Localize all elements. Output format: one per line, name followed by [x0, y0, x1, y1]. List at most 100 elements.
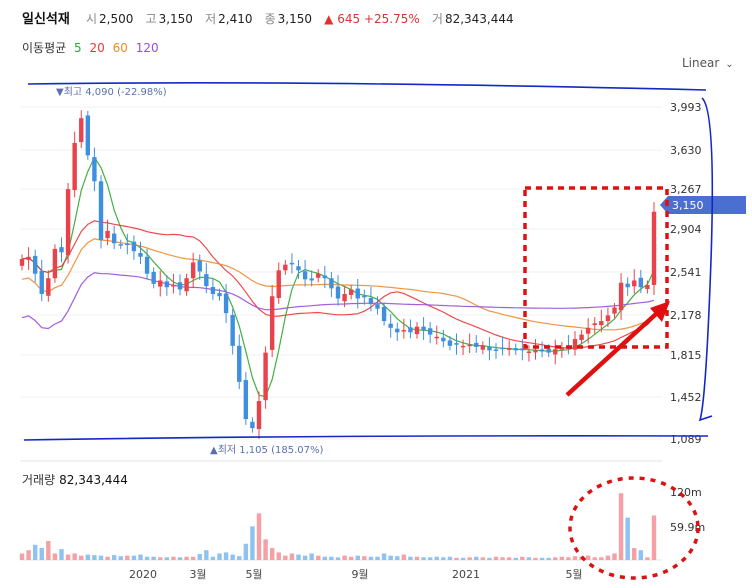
volume-bar [19, 553, 25, 560]
candle-body [269, 296, 275, 350]
volume-bar [243, 543, 249, 560]
volume-bar [204, 550, 209, 560]
volume-bar [329, 556, 334, 560]
high-label: 고 [145, 12, 157, 26]
candle-body [513, 348, 518, 351]
time-tick-label: 9월 [351, 568, 368, 581]
volume-bar [302, 555, 308, 560]
time-tick-label: 5월 [245, 568, 262, 581]
candle-body [217, 293, 222, 297]
candle-body [638, 277, 644, 288]
candle-body [177, 282, 183, 290]
volume-bar [381, 553, 387, 560]
volume-tick-label: 120m [670, 486, 702, 499]
volume-bar [79, 555, 84, 560]
candle-body [546, 348, 551, 353]
candle-body [164, 281, 170, 288]
volume-bar [395, 556, 400, 560]
candle-body [362, 295, 367, 298]
time-tick-label: 5월 [565, 568, 582, 581]
volume-bar [467, 557, 472, 560]
low-marker-label: ▲최저 1,105 (185.07%) [210, 444, 323, 456]
annotations: ▼최고 4,090 (-22.98%) ▲최저 1,105 (185.07%) 3,… [23, 82, 746, 580]
volume-bar [362, 556, 367, 560]
candle-body [276, 270, 281, 299]
volume-bar [638, 550, 644, 560]
high-value: 3,150 [158, 12, 193, 26]
candle-body [26, 256, 31, 260]
candle-body [493, 349, 499, 351]
volume-bar [322, 556, 328, 560]
volume-bar [526, 557, 532, 560]
volume-bar [520, 556, 525, 560]
candle-body [151, 271, 156, 284]
price-tick-label: 3,267 [670, 183, 702, 196]
candle-body [579, 334, 584, 340]
volume-bar [625, 517, 630, 560]
volume-bar [210, 556, 216, 560]
candle-body [223, 293, 229, 314]
stock-name: 일신석재 [22, 12, 70, 27]
volume-bar [434, 556, 439, 560]
volume-bar [92, 555, 97, 560]
candle-body [322, 275, 328, 279]
candle-body [65, 189, 71, 255]
candle-body [414, 326, 420, 335]
candle-body [585, 327, 591, 334]
candle-body [72, 142, 77, 191]
price-tick-label: 2,541 [670, 266, 702, 279]
volume-bar [375, 556, 380, 560]
volume-bar [553, 557, 558, 560]
candle-body [441, 337, 446, 342]
change-value: ▲ 645 +25.75% [324, 12, 420, 26]
volume-bar [368, 556, 374, 560]
volume-bar [283, 555, 288, 560]
ma-period-5: 5 [74, 41, 82, 55]
volume-bar [177, 557, 183, 560]
candle-body [19, 259, 25, 266]
volume-panel-value: 82,343,444 [59, 473, 128, 487]
chevron-down-icon: ⌄ [725, 59, 734, 70]
volume-bar [500, 557, 505, 560]
volume-value: 82,343,444 [444, 12, 514, 26]
volume-bar [414, 556, 420, 560]
moving-average-legend: 이동평균 5 20 60 120 [22, 39, 163, 56]
volume-bar [184, 556, 189, 560]
candle-body [500, 347, 505, 350]
volume-bar [546, 557, 551, 560]
candle-body [355, 288, 360, 299]
candle-body [144, 256, 150, 274]
volume-bar [460, 557, 466, 560]
volume-bar [533, 557, 538, 560]
volume-bar [480, 557, 486, 560]
volume-bar [276, 552, 281, 560]
annotation-arrow-head [650, 301, 670, 322]
candle-body [368, 298, 374, 305]
candle-body [381, 306, 387, 322]
candle-body [329, 278, 334, 289]
annotation-bottom-line [23, 435, 709, 441]
scale-selector[interactable]: Linear ⌄ [682, 56, 734, 70]
price-tick-label: 3,993 [670, 101, 702, 114]
price-tick-label: 1,815 [670, 349, 702, 362]
candlesticks [19, 110, 657, 439]
price-tick-label: 1,089 [670, 433, 702, 446]
close-label: 종 [264, 12, 276, 26]
volume-bar [427, 557, 433, 560]
volume-bar [230, 554, 235, 560]
volume-bar [316, 555, 321, 560]
volume-bar [105, 556, 110, 560]
volume-bar [39, 548, 44, 560]
volume-panel-title: 거래량 82,343,444 [22, 471, 128, 488]
candle-body [553, 349, 558, 355]
volume-bar [355, 555, 360, 560]
volume-bar [65, 554, 71, 560]
candle-body [526, 351, 532, 354]
candle-body [474, 342, 479, 347]
volume-label: 거 [431, 12, 443, 26]
candle-body [408, 327, 413, 333]
candle-body [131, 241, 137, 252]
volume-bar [32, 544, 38, 560]
candle-body [302, 271, 308, 280]
